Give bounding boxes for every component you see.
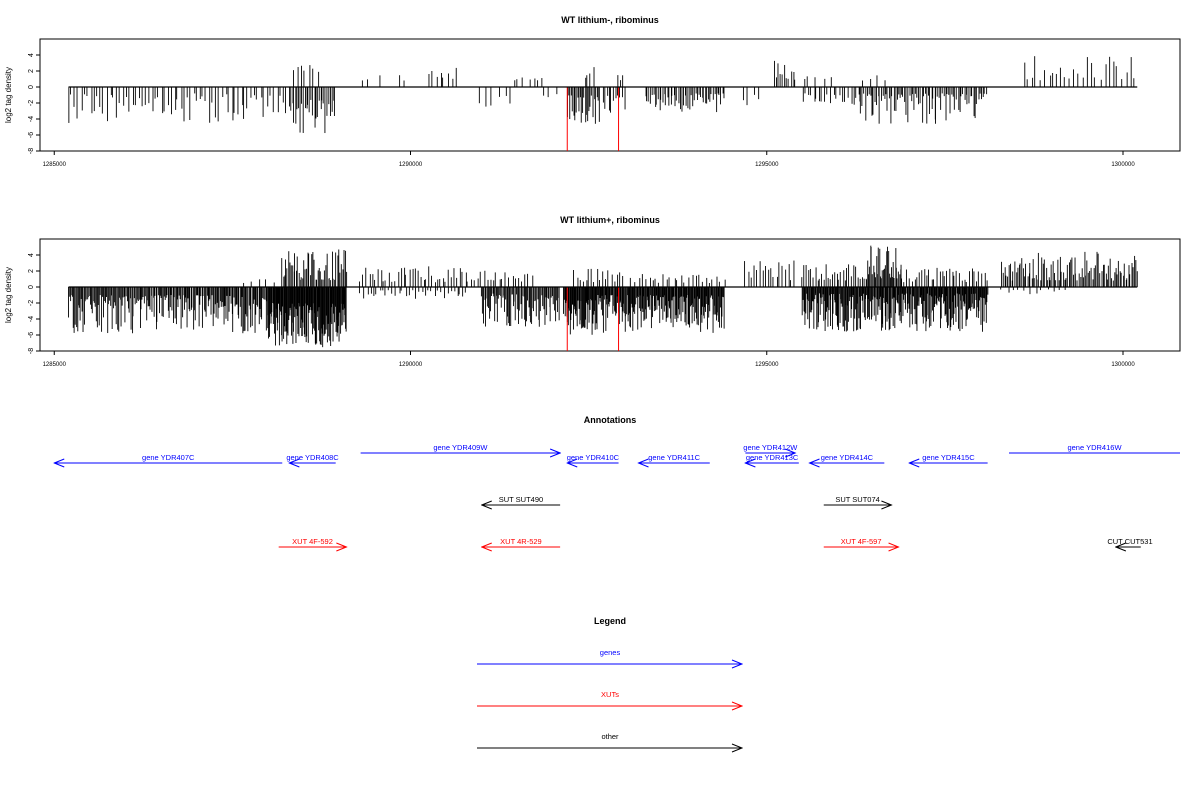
- annotation-feature: gene YDR408C: [286, 453, 339, 463]
- panel-1-ylabel: log2 tag density: [4, 67, 13, 123]
- x-tick-label: 1295000: [755, 162, 779, 168]
- legend-items: genes XUTs other: [477, 648, 742, 748]
- annotation-label: gene YDR410C: [567, 453, 620, 462]
- track-panel-2: WT lithium+, ribominus log2 tag density …: [4, 215, 1181, 368]
- y-tick-label: 4: [28, 53, 35, 57]
- annotations-title: Annotations: [584, 415, 637, 425]
- legend-item: genes: [477, 648, 742, 664]
- panel-2-title: WT lithium+, ribominus: [560, 215, 660, 225]
- legend-item: XUTs: [477, 690, 742, 706]
- panel-2-bars: [68, 245, 1138, 348]
- panel-2-y-axis: 4 2 0 -2 -4 -6 -8: [28, 253, 40, 354]
- y-tick-label: -4: [28, 316, 35, 322]
- legend-label: genes: [600, 648, 621, 657]
- annotation-feature: SUT SUT490: [482, 495, 561, 505]
- annotation-label: gene YDR408C: [286, 453, 339, 462]
- y-tick-label: 4: [28, 253, 35, 257]
- panel-2-ylabel: log2 tag density: [4, 267, 13, 323]
- annotations-panel: Annotations gene YDR407C gene YDR408Cgene…: [54, 415, 1180, 547]
- panel-2-x-axis: 1285000 1290000 1295000 1300000: [43, 351, 1135, 368]
- y-tick-label: 2: [28, 69, 35, 73]
- annotation-label: SUT SUT074: [835, 495, 879, 504]
- legend-item: other: [477, 732, 742, 748]
- annotation-feature: SUT SUT074: [823, 495, 892, 505]
- panel-2-red-markers: [566, 287, 620, 351]
- annotation-label: gene YDR411C: [648, 453, 700, 462]
- x-tick-label: 1300000: [1111, 362, 1135, 368]
- annotation-label: CUT CUT531: [1107, 537, 1152, 546]
- annotation-label: gene YDR416W: [1067, 443, 1122, 452]
- annotation-feature: gene YDR413C: [745, 453, 799, 463]
- y-tick-label: -8: [28, 148, 35, 154]
- annotation-feature: gene YDR410C: [567, 453, 620, 463]
- annotation-label: SUT SUT490: [499, 495, 543, 504]
- annotation-feature: XUT 4F-592: [278, 537, 347, 547]
- track-panel-1: WT lithium-, ribominus log2 tag density …: [4, 15, 1181, 168]
- annotation-feature: gene YDR407C: [54, 453, 283, 463]
- legend-title: Legend: [594, 616, 626, 626]
- y-tick-label: -4: [28, 116, 35, 122]
- annotation-feature: XUT 4R-529: [482, 537, 561, 547]
- annotation-feature: CUT CUT531: [1107, 537, 1153, 547]
- annotation-label: XUT 4R-529: [500, 537, 542, 546]
- annotation-feature: gene YDR415C: [909, 453, 988, 463]
- legend-label: XUTs: [601, 690, 619, 699]
- annotation-label: gene YDR409W: [433, 443, 488, 452]
- y-tick-label: -8: [28, 348, 35, 354]
- annotation-label: XUT 4F-592: [292, 537, 333, 546]
- annotation-label: gene YDR415C: [922, 453, 975, 462]
- panel-1-bars: [68, 56, 1135, 134]
- y-tick-label: -6: [28, 332, 35, 338]
- x-tick-label: 1290000: [399, 362, 423, 368]
- y-tick-label: -2: [28, 300, 35, 306]
- annotation-feature: gene YDR414C: [810, 453, 885, 463]
- panel-1-plot-box: [39, 38, 1181, 152]
- y-tick-label: 0: [28, 85, 35, 89]
- annotation-label: gene YDR413C: [746, 453, 799, 462]
- annotation-label: gene YDR414C: [821, 453, 874, 462]
- y-tick-label: -2: [28, 100, 35, 106]
- x-tick-label: 1285000: [43, 162, 67, 168]
- panel-1-x-axis: 1285000 1290000 1295000 1300000: [43, 151, 1135, 168]
- annotation-label: gene YDR407C: [142, 453, 195, 462]
- panel-1-title: WT lithium-, ribominus: [561, 15, 659, 25]
- x-tick-label: 1290000: [399, 162, 423, 168]
- annotation-feature: gene YDR412W: [743, 443, 798, 453]
- legend-label: other: [601, 732, 619, 741]
- annotation-feature: gene YDR416W: [1009, 443, 1180, 454]
- annotation-feature: XUT 4F-597: [823, 537, 899, 547]
- y-tick-label: 0: [28, 285, 35, 289]
- x-tick-label: 1285000: [43, 362, 67, 368]
- x-tick-label: 1295000: [755, 362, 779, 368]
- annotation-label: gene YDR412W: [743, 443, 798, 452]
- panel-1-red-markers: [566, 87, 620, 151]
- annotation-feature: gene YDR411C: [639, 453, 710, 463]
- y-tick-label: -6: [28, 132, 35, 138]
- annotation-label: XUT 4F-597: [841, 537, 882, 546]
- legend-panel: Legend genes XUTs other: [477, 616, 742, 748]
- annotation-feature: gene YDR409W: [360, 443, 561, 453]
- x-tick-label: 1300000: [1111, 162, 1135, 168]
- annotation-features: gene YDR407C gene YDR408C gene YDR409W gene…: [54, 443, 1180, 547]
- panel-2-plot-box: [39, 238, 1181, 352]
- y-tick-label: 2: [28, 269, 35, 273]
- panel-1-y-axis: 4 2 0 -2 -4 -6 -8: [28, 53, 40, 154]
